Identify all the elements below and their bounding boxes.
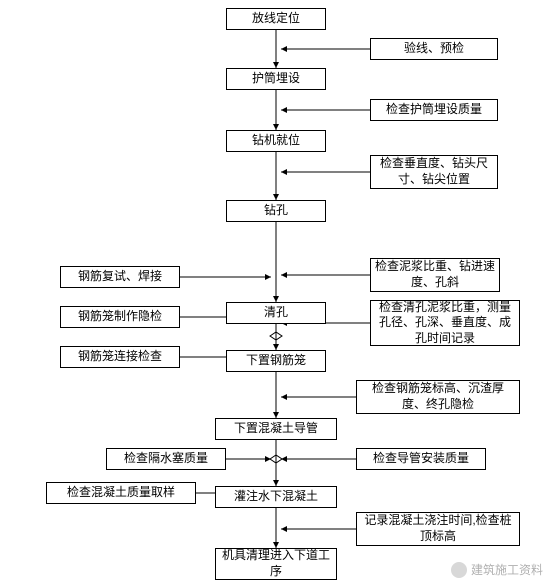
- node-c7: 检查导管安装质量: [356, 448, 486, 470]
- node-c6: 检查钢筋笼标高、沉渣厚度、终孔隐检: [356, 380, 520, 414]
- node-c1: 验线、预检: [370, 38, 498, 60]
- node-n6: 下置钢筋笼: [226, 350, 326, 372]
- node-n1: 放线定位: [226, 8, 326, 30]
- node-c4: 检查泥浆比重、钻进速度、孔斜: [370, 258, 500, 292]
- node-n5: 清孔: [226, 302, 326, 324]
- node-n4: 钻孔: [226, 200, 326, 222]
- node-l2: 钢筋笼制作隐检: [60, 306, 180, 328]
- wechat-icon: [451, 562, 467, 578]
- node-c8: 记录混凝土浇注时间,检查桩顶标高: [356, 512, 520, 546]
- node-n8: 灌注水下混凝土: [215, 486, 337, 508]
- node-l5: 检查混凝土质量取样: [46, 482, 196, 504]
- node-c3: 检查垂直度、钻头尺寸、钻尖位置: [370, 155, 498, 189]
- node-c5: 检查清孔泥浆比重，测量孔径、孔深、垂直度、成孔时间记录: [370, 300, 520, 346]
- node-l3: 钢筋笼连接检查: [60, 346, 180, 368]
- node-n7: 下置混凝土导管: [215, 418, 337, 440]
- watermark-text: 建筑施工资料: [471, 561, 543, 578]
- node-l1: 钢筋复试、焊接: [60, 266, 180, 288]
- node-l4: 检查隔水塞质量: [106, 448, 226, 470]
- node-c2: 检查护筒埋设质量: [370, 99, 498, 121]
- node-n2: 护筒埋设: [226, 68, 326, 90]
- node-n3: 钻机就位: [226, 130, 326, 152]
- watermark: 建筑施工资料: [451, 561, 543, 578]
- node-n9: 机具清理进入下道工序: [215, 548, 337, 580]
